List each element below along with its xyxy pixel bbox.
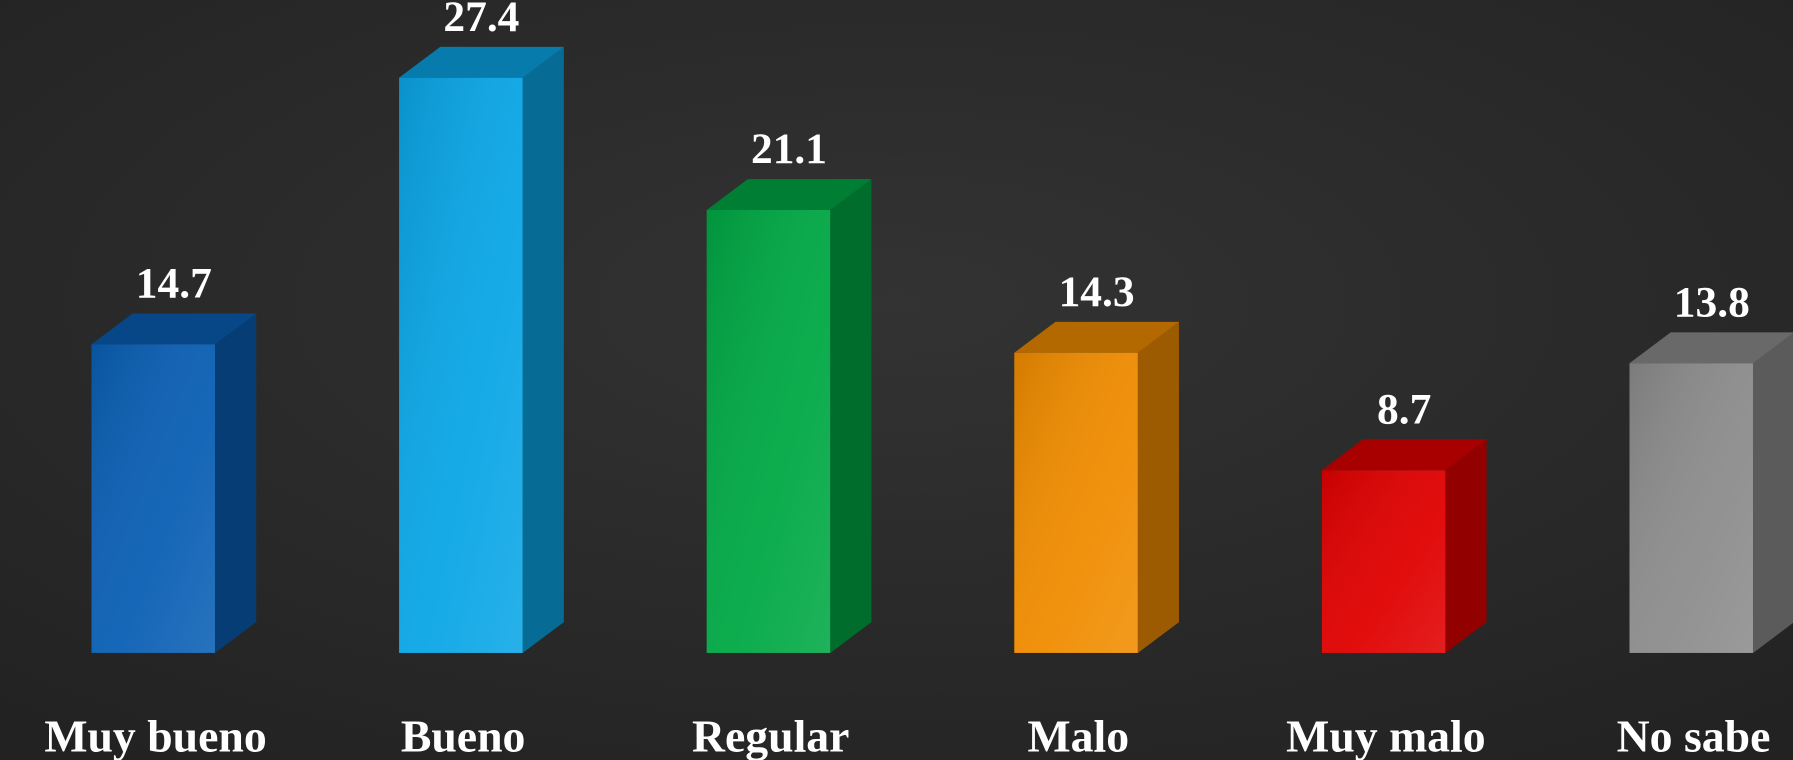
- bar-top-shade: [1629, 332, 1793, 364]
- category-label: No sabe: [1617, 710, 1771, 760]
- bar-top: [1629, 332, 1793, 364]
- bar-top-shade: [1014, 321, 1179, 353]
- bar-side-shade: [1137, 321, 1179, 653]
- bar-top: [1014, 321, 1179, 353]
- category-label: Muy bueno: [44, 710, 266, 760]
- bar-side: [830, 179, 872, 653]
- bar-side-shade: [214, 313, 257, 653]
- value-label: 13.8: [1674, 278, 1750, 326]
- bar-top-shade: [1321, 439, 1487, 471]
- bar-top-shade: [399, 46, 564, 78]
- value-label: 8.7: [1377, 385, 1431, 433]
- bar-side: [522, 46, 564, 653]
- bar-side: [1137, 321, 1179, 653]
- bar-side-shade: [1752, 333, 1793, 653]
- bar-top-shade: [91, 313, 257, 345]
- bar-shine: [1321, 470, 1446, 653]
- value-label: 27.4: [443, 0, 519, 41]
- plot-area: 14.7 Muy bueno 27.4 Bueno 21.1 Regular 14.3 Mal…: [44, 0, 1793, 760]
- category-label: Muy malo: [1286, 710, 1485, 760]
- value-label: 21.1: [751, 125, 827, 173]
- bar-side: [214, 313, 257, 653]
- bar-side-shade: [522, 46, 564, 653]
- bar-shine: [1014, 352, 1138, 653]
- category-label: Malo: [1028, 710, 1130, 760]
- bar-shine: [91, 344, 215, 653]
- bar-top: [399, 46, 564, 78]
- bar-side-shade: [830, 179, 872, 653]
- bar-top: [706, 179, 872, 211]
- bar-side-shade: [1445, 439, 1487, 653]
- category-label: Bueno: [401, 710, 526, 760]
- value-label: 14.3: [1059, 268, 1135, 316]
- bar-shine: [706, 210, 831, 653]
- bar-side: [1752, 333, 1793, 653]
- bar-side: [1445, 439, 1487, 653]
- bar-top: [91, 313, 257, 345]
- bar-shine: [1629, 363, 1753, 653]
- bar-shine: [399, 77, 523, 653]
- category-label: Regular: [692, 710, 850, 760]
- value-label: 14.7: [136, 259, 212, 307]
- bar-top-shade: [706, 179, 872, 211]
- bar-top: [1321, 439, 1487, 471]
